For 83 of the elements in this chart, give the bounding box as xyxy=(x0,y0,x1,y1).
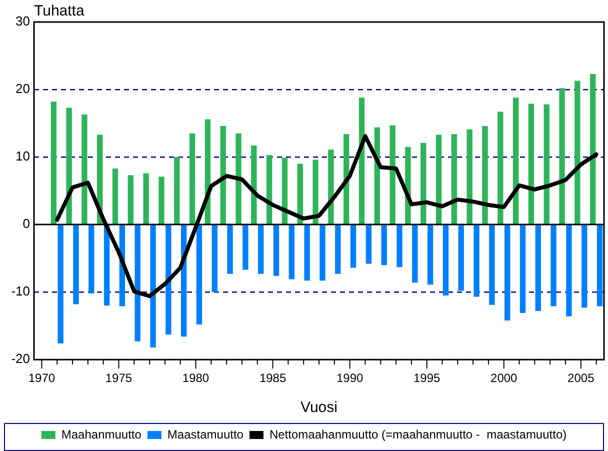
bar xyxy=(482,126,488,224)
bar xyxy=(227,225,233,274)
bar xyxy=(104,225,110,306)
x-axis-title: Vuosi xyxy=(300,399,338,416)
bar xyxy=(58,225,64,344)
y-axis-title: Tuhatta xyxy=(34,2,85,20)
bar xyxy=(535,225,541,311)
bar xyxy=(596,225,603,306)
bar xyxy=(396,225,402,268)
x-tick-label: 1985 xyxy=(259,371,286,386)
y-tick-label: 30 xyxy=(16,14,30,29)
x-tick-label: 1980 xyxy=(182,371,210,386)
bar xyxy=(366,225,372,264)
bar xyxy=(66,108,72,224)
bar xyxy=(489,225,495,305)
x-tick-label: 1975 xyxy=(105,371,132,386)
bar xyxy=(166,225,172,335)
bar xyxy=(544,104,550,224)
bar xyxy=(196,225,202,324)
bar xyxy=(50,102,56,224)
y-tick-label: 20 xyxy=(16,81,30,96)
bar xyxy=(282,158,288,224)
bar xyxy=(251,146,257,224)
bar xyxy=(390,125,396,224)
x-tick-label: 2000 xyxy=(490,371,518,386)
bar xyxy=(128,175,134,224)
bar xyxy=(344,134,350,224)
bar xyxy=(335,225,341,274)
bar xyxy=(143,173,149,224)
x-tick-label: 1990 xyxy=(336,371,364,386)
bar xyxy=(474,225,480,297)
bar xyxy=(258,225,264,274)
bar xyxy=(436,134,442,224)
x-tick-label: 1970 xyxy=(28,371,56,386)
bar xyxy=(512,98,519,224)
bar xyxy=(82,114,88,224)
legend-label: Maastamuutto xyxy=(167,427,244,442)
bar xyxy=(273,225,280,276)
bar xyxy=(458,225,464,291)
bar xyxy=(574,80,580,224)
bar xyxy=(304,225,310,281)
y-tick-label: 0 xyxy=(22,216,30,232)
bar xyxy=(550,225,556,306)
legend-label: Maahanmuutto xyxy=(61,427,142,442)
bar xyxy=(427,225,434,285)
bar xyxy=(88,225,94,294)
bar xyxy=(520,225,526,314)
y-tick-label: -10 xyxy=(11,284,30,299)
x-tick-label: 2005 xyxy=(568,371,595,386)
bar xyxy=(158,176,164,224)
bar xyxy=(350,225,356,268)
bar xyxy=(73,225,79,304)
y-tick-label: 10 xyxy=(16,148,30,164)
bar xyxy=(320,225,326,281)
bar xyxy=(242,225,248,270)
bar xyxy=(112,168,118,224)
bar xyxy=(498,112,504,224)
bar xyxy=(288,225,294,280)
bar xyxy=(266,155,272,224)
bar xyxy=(381,225,387,266)
bar xyxy=(582,225,588,308)
bar xyxy=(312,160,318,224)
bar xyxy=(412,225,418,283)
x-tick-label: 1995 xyxy=(413,371,441,386)
bar xyxy=(236,133,242,224)
y-tick-label: -20 xyxy=(11,351,30,366)
bar xyxy=(174,157,180,224)
bar xyxy=(328,150,334,224)
bar xyxy=(189,133,196,224)
bar xyxy=(442,225,449,296)
bar xyxy=(528,104,534,224)
bar xyxy=(504,225,510,320)
bar xyxy=(466,129,472,224)
bar xyxy=(220,126,226,224)
bar xyxy=(420,142,426,224)
bar xyxy=(559,88,565,224)
bar xyxy=(566,225,572,316)
bar xyxy=(212,225,218,292)
bar xyxy=(150,225,156,348)
legend-label: Nettomaahanmuutto (=maahanmuutto - maastamuutto) xyxy=(269,427,567,442)
bar xyxy=(134,225,140,342)
bar xyxy=(590,74,596,224)
bar xyxy=(451,134,458,224)
